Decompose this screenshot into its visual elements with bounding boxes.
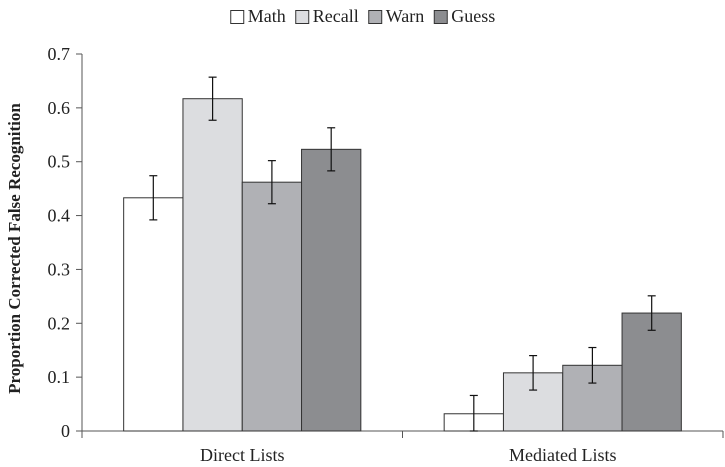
x-category-label: Direct Lists bbox=[200, 445, 284, 465]
x-axis: Direct Lists Mediated Lists bbox=[81, 430, 724, 465]
legend-item-warn: Warn bbox=[368, 6, 425, 26]
legend-item-math: Math bbox=[230, 6, 286, 26]
legend-item-recall: Recall bbox=[295, 6, 359, 26]
y-axis: 0 0.1 0.2 0.3 0.4 0.5 0.6 0.7 bbox=[48, 44, 83, 441]
legend-label: Recall bbox=[313, 6, 359, 26]
y-tick-label: 0 bbox=[61, 421, 70, 441]
y-tick-label: 0.4 bbox=[48, 206, 71, 226]
y-tick-label: 0.6 bbox=[48, 98, 71, 118]
y-tick-label: 0.7 bbox=[48, 44, 71, 64]
legend: Math Recall Warn Guess bbox=[230, 6, 495, 26]
bars bbox=[123, 76, 682, 432]
bar-math-direct bbox=[123, 197, 184, 432]
y-tick-label: 0.3 bbox=[48, 259, 71, 279]
legend-swatch bbox=[295, 10, 310, 24]
bar-recall-direct bbox=[182, 98, 243, 432]
legend-swatch bbox=[230, 10, 245, 24]
legend-swatch bbox=[433, 10, 448, 24]
bar-guess-direct bbox=[301, 148, 362, 432]
bar-warn-direct bbox=[241, 181, 303, 432]
y-tick-label: 0.1 bbox=[48, 367, 71, 387]
legend-swatch bbox=[368, 10, 383, 24]
bar-guess-mediated bbox=[621, 312, 682, 432]
y-tick-label: 0.5 bbox=[48, 152, 71, 172]
legend-label: Math bbox=[248, 6, 286, 26]
y-tick-label: 0.2 bbox=[48, 313, 71, 333]
legend-label: Guess bbox=[451, 6, 495, 26]
y-axis-label: Proportion Corrected False Recognition bbox=[5, 103, 24, 394]
x-category-label: Mediated Lists bbox=[509, 445, 616, 465]
legend-item-guess: Guess bbox=[433, 6, 495, 26]
legend-label: Warn bbox=[386, 6, 425, 26]
